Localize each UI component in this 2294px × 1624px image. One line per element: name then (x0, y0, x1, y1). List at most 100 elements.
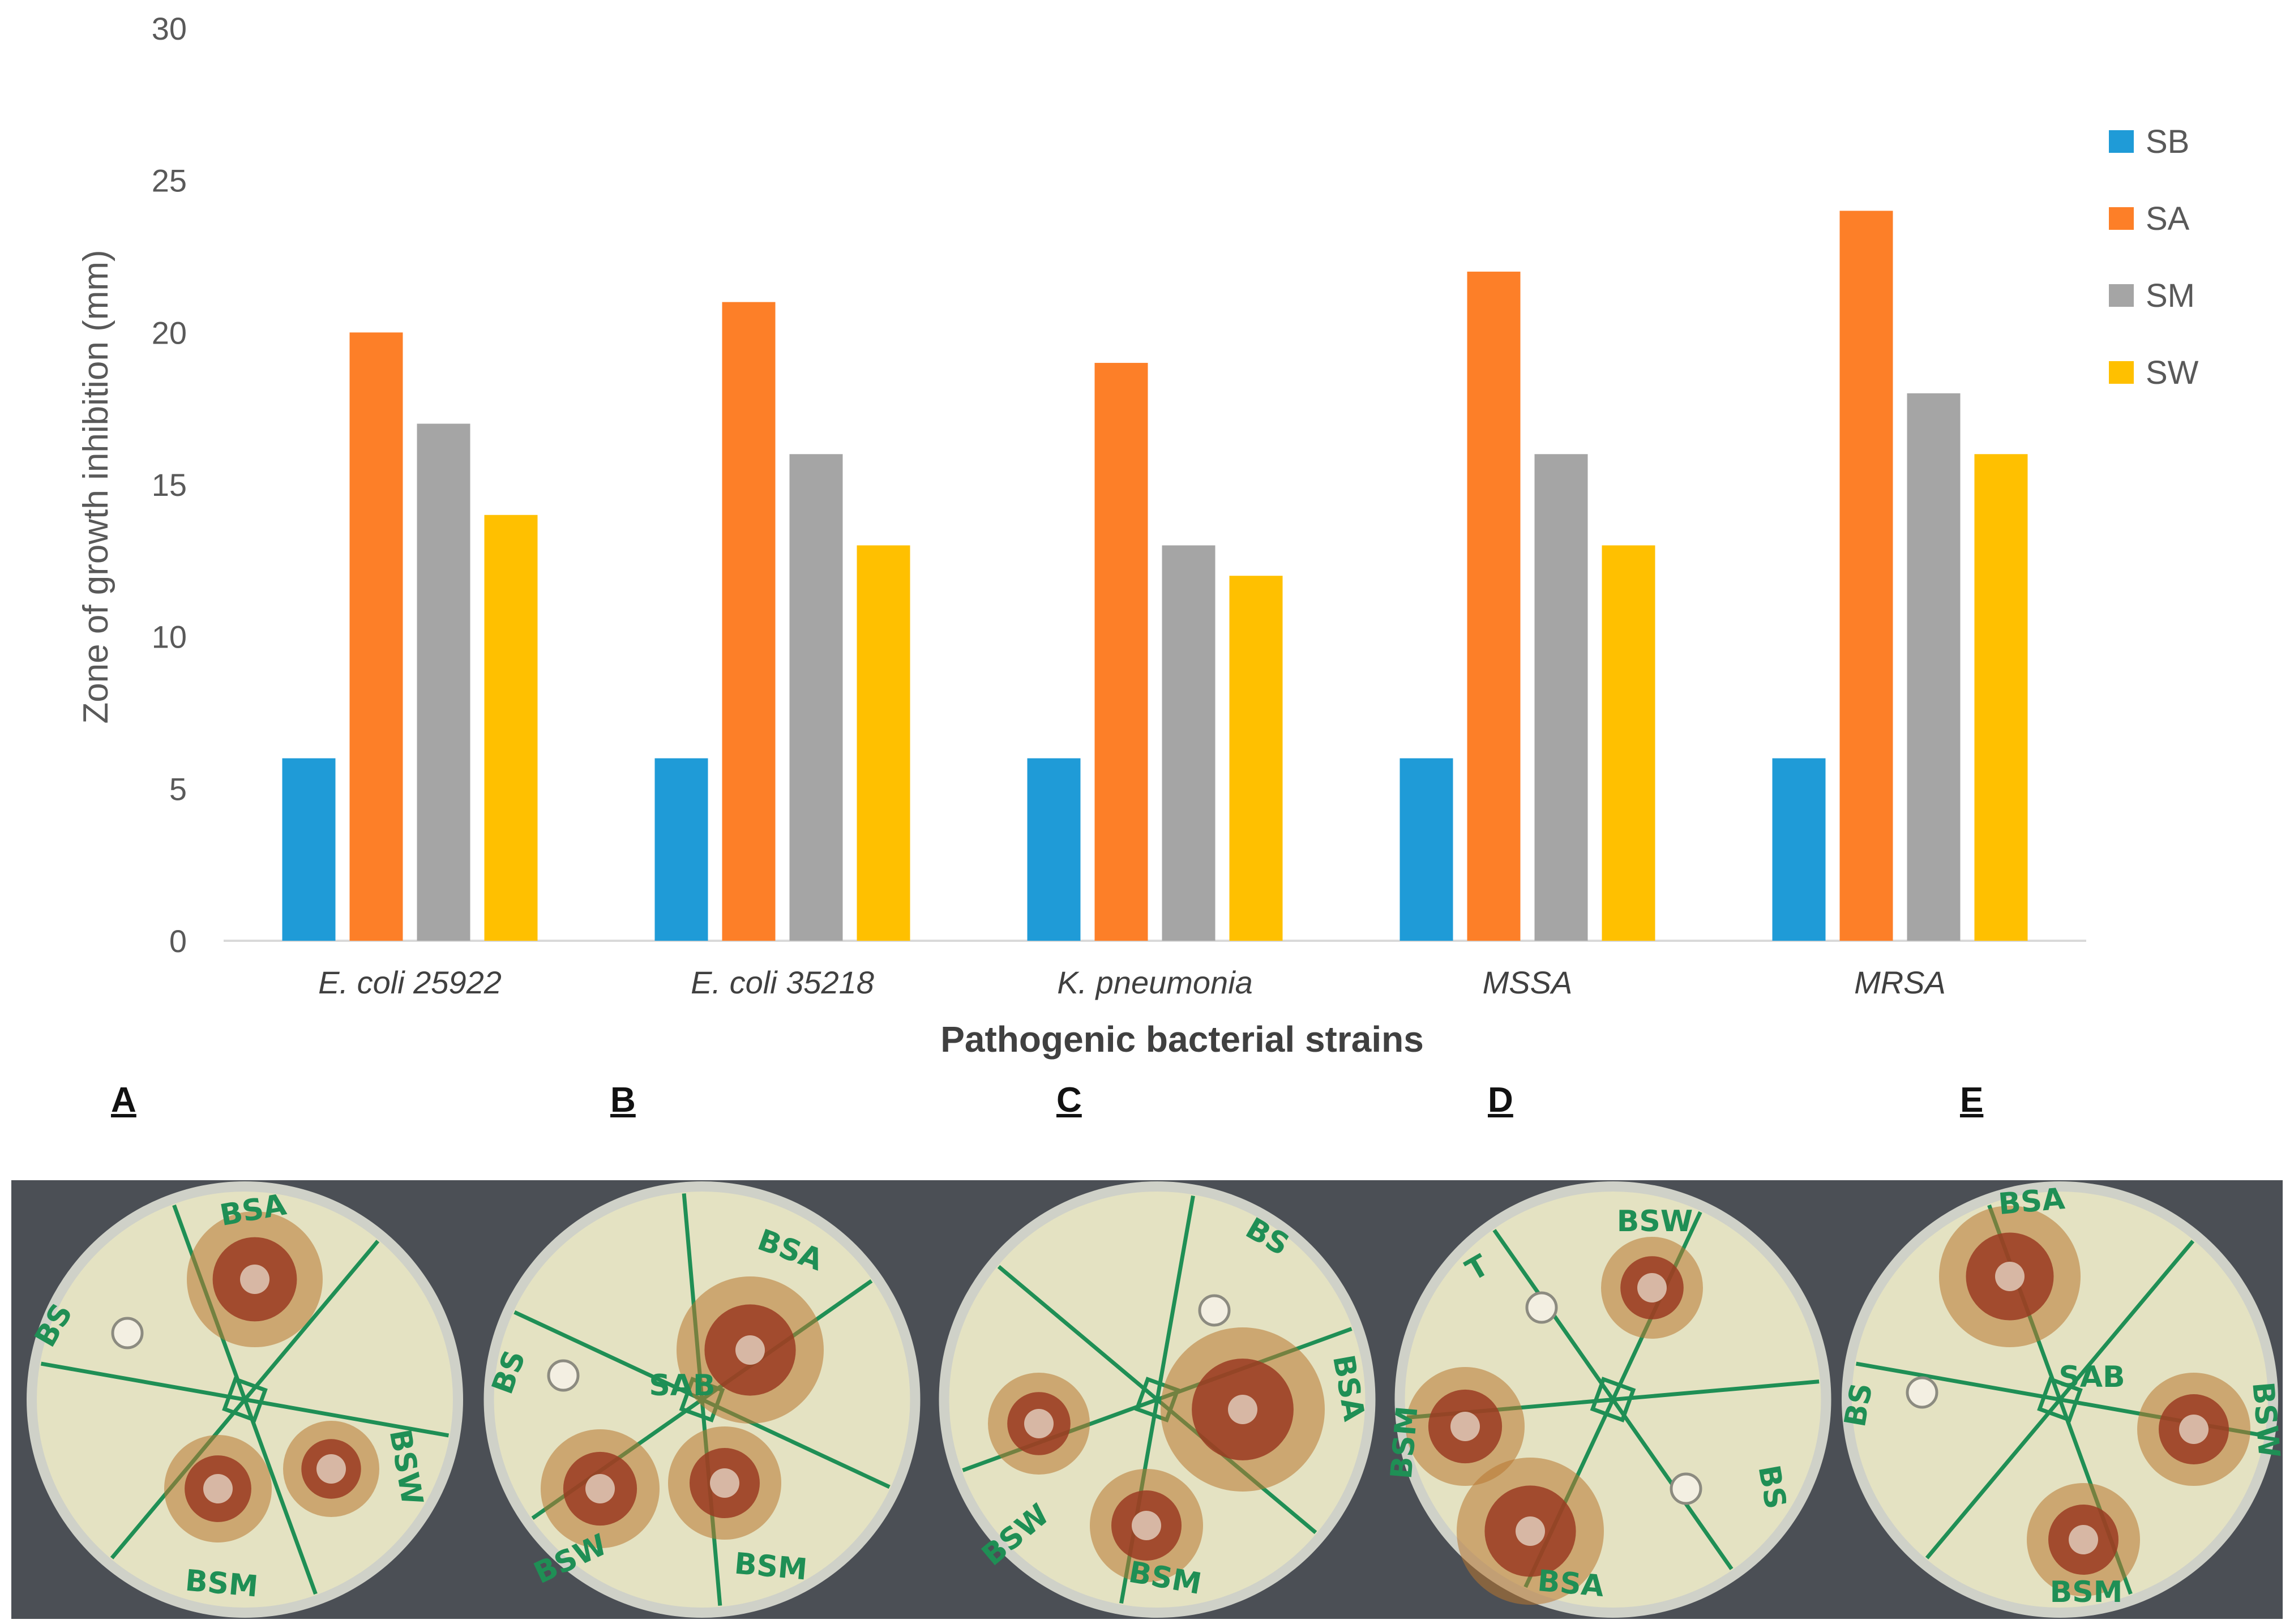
bar-sm-0 (417, 423, 470, 941)
x-axis-label: Pathogenic bacterial strains (940, 1019, 1424, 1060)
bar-sa-3 (1467, 271, 1521, 941)
sector-line (1155, 1195, 1195, 1400)
center-mark (1590, 1377, 1636, 1422)
disc (585, 1474, 615, 1503)
disc (2069, 1525, 2098, 1554)
plate-handwritten-mark: SAB (2058, 1360, 2125, 1394)
petri-dish-photo-b: BSA BS BSW BSM SAB (478, 1180, 926, 1619)
bar-sa-1 (722, 302, 776, 941)
bars (282, 211, 2028, 941)
disc (1995, 1262, 2025, 1291)
bar-sw-4 (1974, 454, 2028, 941)
disc (710, 1468, 739, 1498)
plate-handwritten-mark: BSM (184, 1564, 260, 1604)
bar-sm-4 (1907, 393, 1961, 941)
sector-line (513, 1310, 703, 1402)
disc-empty (547, 1359, 580, 1392)
disc (203, 1474, 233, 1503)
plate-handwritten-mark: BS (1838, 1381, 1879, 1429)
sector-line (1612, 1379, 1820, 1402)
plate-handwritten-mark: BSW (1617, 1205, 1693, 1239)
disc (1450, 1412, 1480, 1441)
y-tick-label: 0 (169, 923, 187, 959)
bar-sm-3 (1534, 454, 1588, 941)
bar-sb-2 (1027, 758, 1081, 941)
disc (1024, 1409, 1054, 1438)
panel-label-a: A (111, 1081, 136, 1120)
disc-empty (1670, 1472, 1702, 1505)
x-tick-label: K. pneumonia (1057, 965, 1253, 1000)
y-tick-label: 30 (152, 11, 187, 46)
y-tick-label: 10 (152, 619, 187, 655)
sector-line (243, 1399, 318, 1595)
bar-sa-4 (1839, 211, 1893, 941)
bar-sm-2 (1162, 545, 1216, 941)
legend-swatch-sw (2109, 361, 2134, 384)
legend-label-sw: SW (2146, 354, 2199, 391)
plate-handwritten-mark: BSM (2050, 1575, 2123, 1609)
sector-line (1855, 1361, 2061, 1402)
bar-sb-0 (282, 758, 336, 941)
petri-dish-photo-d: BSW T BSM BSA BS (1389, 1180, 1837, 1619)
bar-sb-1 (654, 758, 708, 941)
bar-sw-1 (857, 545, 910, 941)
bar-chart: 0 5 10 15 20 25 30 E. coli 25922 E. coli 35218 K… (76, 11, 2199, 1060)
plate-handwritten-mark: BSA (1997, 1182, 2066, 1222)
petri-dish-photo-c: BS BSA BSW BSM (926, 1180, 1389, 1619)
bar-sa-0 (349, 332, 403, 941)
sector-line (1925, 1398, 2062, 1559)
sector-line (40, 1361, 246, 1402)
legend-swatch-sb (2109, 130, 2134, 153)
disc (2179, 1415, 2209, 1444)
plate-handwritten-mark: SAB (649, 1369, 715, 1403)
bar-sw-2 (1229, 576, 1283, 941)
bar-sb-3 (1399, 758, 1453, 941)
y-tick-label: 15 (152, 467, 187, 503)
x-tick-label: MRSA (1854, 965, 1946, 1000)
disc-empty (1198, 1294, 1231, 1327)
panel-label-d: D (1488, 1081, 1513, 1120)
panel-label-e: E (1960, 1081, 1984, 1120)
bar-sw-0 (484, 515, 538, 941)
legend-label-sa: SA (2146, 200, 2190, 237)
legend-swatch-sa (2109, 207, 2134, 230)
center-mark (222, 1377, 268, 1422)
disc (1637, 1273, 1667, 1302)
y-axis-ticks: 0 5 10 15 20 25 30 (152, 11, 187, 959)
legend-label-sm: SM (2146, 277, 2195, 314)
legend-label-sb: SB (2146, 123, 2189, 160)
petri-dish-photo-e: BSA BS BSW BSM SAB (1837, 1180, 2283, 1619)
plate-handwritten-mark: BSA (1536, 1564, 1605, 1604)
plate-handwritten-mark: BSW (2245, 1381, 2283, 1459)
disc (735, 1335, 765, 1365)
plate-handwritten-mark: BS (1752, 1463, 1792, 1511)
x-tick-label: E. coli 25922 (318, 965, 502, 1000)
y-tick-label: 5 (169, 771, 187, 807)
petri-dish-photo-a: BSA BS BSM BSW (11, 1180, 478, 1619)
panel-label-b: B (610, 1081, 636, 1120)
disc (1228, 1395, 1257, 1424)
bar-sw-3 (1602, 545, 1655, 941)
bar-sb-4 (1772, 758, 1826, 941)
y-axis-label: Zone of growth inhibition (mm) (76, 250, 115, 723)
sector-line (244, 1398, 450, 1438)
disc (240, 1265, 269, 1294)
bar-sm-1 (789, 454, 843, 941)
legend: SB SA SM SW (2109, 123, 2199, 391)
sector-line (243, 1240, 380, 1401)
disc-empty (1906, 1376, 1938, 1409)
disc-empty (1525, 1291, 1558, 1324)
center-mark (2037, 1377, 2083, 1422)
x-tick-label: MSSA (1483, 965, 1573, 1000)
plate-handwritten-mark: BSM (1389, 1405, 1425, 1481)
bar-sa-2 (1094, 363, 1148, 941)
sector-line (2058, 1240, 2195, 1401)
disc (316, 1454, 346, 1484)
legend-swatch-sm (2109, 284, 2134, 307)
disc (1132, 1511, 1161, 1540)
plate-handwritten-mark: BSM (733, 1547, 809, 1587)
x-axis-ticks: E. coli 25922 E. coli 35218 K. pneumonia MS… (318, 965, 1946, 1000)
panel-label-c: C (1056, 1081, 1082, 1120)
sector-line (997, 1265, 1159, 1402)
y-tick-label: 20 (152, 315, 187, 350)
